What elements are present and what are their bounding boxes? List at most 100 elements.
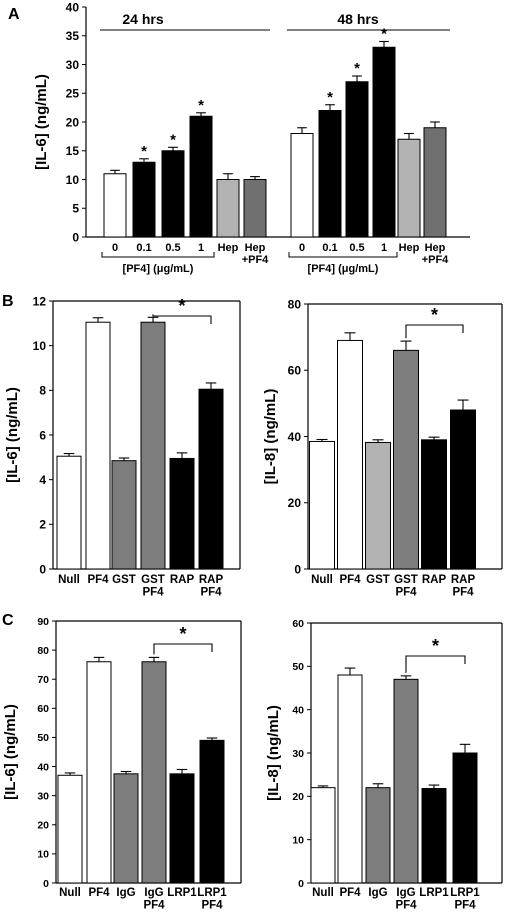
x-category-label: Null bbox=[312, 887, 334, 899]
bar bbox=[452, 752, 478, 884]
comparison-star: * bbox=[178, 296, 185, 316]
panel-label-b: B bbox=[2, 293, 14, 310]
y-tick-label: 0 bbox=[39, 562, 46, 576]
concentration-bracket bbox=[288, 252, 398, 258]
x-category-label: LRP1 bbox=[419, 887, 449, 899]
comparison-bracket bbox=[405, 324, 464, 339]
y-tick-label: 60 bbox=[292, 618, 304, 630]
x-category-label: IgG PF4 bbox=[143, 887, 165, 912]
y-axis-label: [IL-6] (ng/mL) bbox=[33, 74, 50, 170]
bar bbox=[86, 661, 112, 884]
y-tick-label: 10 bbox=[66, 173, 80, 187]
bar bbox=[423, 127, 447, 238]
y-tick-label: 20 bbox=[66, 115, 80, 129]
bar bbox=[372, 46, 396, 238]
y-tick-label: 40 bbox=[288, 430, 302, 444]
significance-star: * bbox=[327, 89, 333, 106]
y-tick-label: 30 bbox=[66, 58, 80, 72]
y-tick-label: 25 bbox=[66, 87, 80, 101]
y-tick-label: 40 bbox=[37, 761, 49, 773]
bar bbox=[85, 321, 111, 570]
x-category-label: 0.1 bbox=[322, 242, 337, 254]
x-category-label: 0 bbox=[299, 242, 305, 254]
group-label: 48 hrs bbox=[337, 11, 378, 27]
comparison-bracket bbox=[405, 655, 466, 673]
x-category-label: PF4 bbox=[339, 574, 361, 586]
bar bbox=[421, 439, 447, 570]
x-category-label: PF4 bbox=[87, 574, 109, 586]
x-category-label: Hep bbox=[399, 242, 420, 254]
y-tick-label: 5 bbox=[72, 202, 79, 216]
concentration-label: [PF4] (μg/mL) bbox=[123, 263, 194, 275]
y-tick-label: 40 bbox=[292, 704, 304, 716]
x-category-label: Hep bbox=[218, 242, 239, 254]
x-category-label: Null bbox=[58, 574, 80, 586]
bar bbox=[161, 150, 185, 238]
x-category-label: 0.1 bbox=[136, 242, 151, 254]
comparison-star: * bbox=[431, 305, 438, 325]
y-tick-label: 90 bbox=[37, 616, 49, 628]
x-category-label: LRP1 bbox=[167, 887, 197, 899]
y-tick-label: 60 bbox=[37, 703, 49, 715]
bar bbox=[243, 179, 267, 238]
concentration-bracket bbox=[101, 252, 215, 258]
comparison-bracket bbox=[152, 314, 212, 324]
y-tick-label: 60 bbox=[288, 364, 302, 378]
significance-star: * bbox=[198, 97, 204, 114]
x-category-label: GST bbox=[112, 574, 136, 586]
x-category-label: 0.5 bbox=[165, 242, 180, 254]
y-tick-label: 4 bbox=[39, 473, 46, 487]
bar bbox=[393, 678, 419, 884]
panel-label-a: A bbox=[8, 6, 20, 23]
y-tick-label: 2 bbox=[39, 518, 46, 532]
panel-label-c: C bbox=[2, 612, 14, 629]
significance-star: * bbox=[170, 131, 176, 148]
x-category-label: Null bbox=[59, 887, 81, 899]
x-category-label: GST bbox=[366, 574, 390, 586]
bar bbox=[103, 173, 127, 238]
x-category-label: GST PF4 bbox=[394, 574, 418, 599]
x-category-label: GST PF4 bbox=[141, 574, 165, 599]
x-category-label: Null bbox=[311, 574, 333, 586]
bar bbox=[318, 110, 342, 238]
y-axis-label: [IL-8] (ng/mL) bbox=[262, 389, 279, 485]
bar bbox=[57, 774, 83, 884]
y-tick-label: 8 bbox=[39, 384, 46, 398]
x-category-label: RAP PF4 bbox=[199, 574, 224, 599]
bar bbox=[365, 787, 391, 884]
y-axis-label: [IL-6] (ng/mL) bbox=[2, 704, 19, 800]
comparison-star: * bbox=[179, 624, 186, 644]
bar bbox=[140, 321, 166, 570]
significance-star: * bbox=[381, 26, 387, 43]
x-category-label: PF4 bbox=[339, 887, 361, 899]
y-tick-label: 20 bbox=[288, 496, 302, 510]
y-tick-label: 20 bbox=[292, 791, 304, 803]
x-category-label: 1 bbox=[381, 242, 387, 254]
bar bbox=[365, 441, 391, 570]
x-category-label: RAP bbox=[170, 574, 195, 586]
y-tick-label: 20 bbox=[37, 820, 49, 832]
x-category-label: Hep +PF4 bbox=[242, 242, 269, 266]
comparison-bracket bbox=[153, 643, 213, 655]
bar bbox=[132, 161, 156, 238]
x-category-label: LRP1 PF4 bbox=[197, 887, 227, 912]
y-tick-label: 80 bbox=[37, 645, 49, 657]
y-tick-label: 80 bbox=[288, 297, 302, 311]
bar bbox=[141, 661, 167, 884]
group-label: 24 hrs bbox=[122, 11, 163, 27]
concentration-label: [PF4] (μg/mL) bbox=[308, 263, 379, 275]
bar bbox=[111, 460, 137, 570]
y-tick-label: 0 bbox=[294, 562, 301, 576]
significance-star: * bbox=[141, 143, 147, 160]
y-tick-label: 10 bbox=[292, 834, 304, 846]
y-tick-label: 0 bbox=[298, 878, 304, 890]
bar bbox=[290, 133, 314, 238]
bar bbox=[310, 787, 336, 884]
bar bbox=[198, 388, 224, 570]
y-tick-label: 70 bbox=[37, 674, 49, 686]
x-category-label: IgG bbox=[368, 887, 387, 899]
y-tick-label: 6 bbox=[39, 428, 46, 442]
x-category-label: RAP PF4 bbox=[451, 574, 476, 599]
bar bbox=[113, 773, 139, 884]
